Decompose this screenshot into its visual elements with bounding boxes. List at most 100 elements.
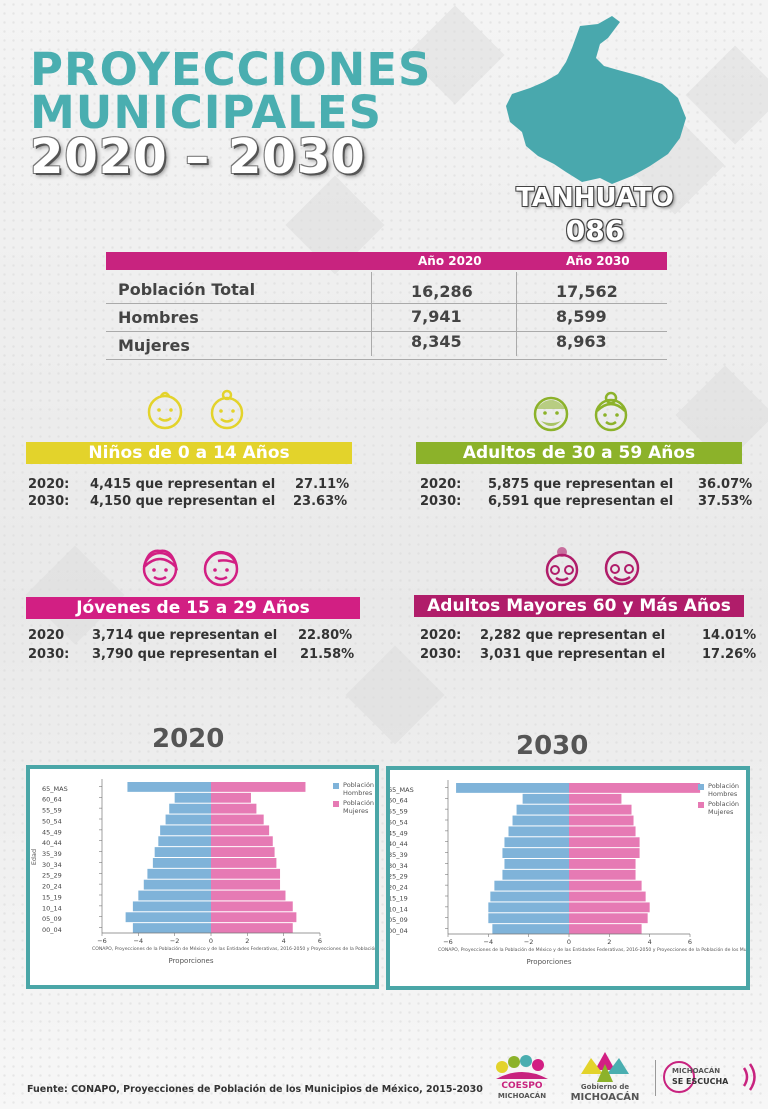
bar-hombres-55_59	[516, 804, 569, 815]
children-2020-pct: 27.11%	[295, 477, 350, 492]
bar-hombres-00_04	[132, 923, 211, 933]
bar-mujeres-15_19	[211, 890, 286, 901]
bar-mujeres-40_44	[569, 837, 640, 848]
bar-mujeres-60_64	[569, 793, 622, 804]
x-tick-label: −4	[484, 938, 494, 946]
legend-title-2: Población	[708, 800, 739, 808]
population-table: Año 2020 Año 2030 Población Total 16,286…	[106, 252, 667, 360]
legend-label-hombres: Hombres	[343, 789, 373, 797]
legend-label-hombres: Hombres	[708, 790, 738, 798]
legend-swatch-mujeres	[698, 802, 704, 808]
bar-mujeres-20_24	[211, 879, 281, 890]
bar-mujeres-45_49	[569, 826, 636, 837]
legend-swatch-mujeres	[333, 801, 339, 807]
children-2030-pct: 23.63%	[293, 494, 348, 509]
tick-label-30_34: 30_34	[42, 861, 62, 869]
bar-hombres-10_14	[132, 901, 211, 912]
bar-hombres-50_54	[512, 815, 569, 826]
tick-label-65_MAS: 65_MAS	[42, 785, 68, 793]
tick-label-10_14: 10_14	[42, 904, 62, 912]
bar-hombres-40_44	[158, 836, 211, 847]
adult-woman-icon	[594, 391, 628, 432]
tick-label-20_24: 20_24	[390, 884, 408, 892]
row-label: Población Total	[118, 280, 256, 299]
x-tick-label: −2	[524, 938, 534, 946]
bar-hombres-45_49	[160, 825, 211, 836]
gobierno-logo-line1: Gobierno de	[580, 1083, 630, 1091]
x-tick-label: 2	[245, 937, 249, 945]
bar-hombres-30_34	[152, 858, 211, 868]
elderly-woman-icon	[545, 547, 579, 587]
youth-2020-text: 3,714 que representan el	[92, 628, 278, 643]
row-label: Mujeres	[118, 336, 190, 355]
legend-swatch-hombres	[698, 784, 704, 790]
bar-mujeres-15_19	[569, 891, 646, 902]
table-row: Hombres 7,941 8,599	[106, 304, 667, 332]
elderly-2030-text: 3,031 que representan el	[480, 647, 666, 662]
bar-mujeres-25_29	[211, 868, 281, 879]
legend-title-2: Población	[343, 799, 374, 807]
municipality-name: TANHUATO	[516, 183, 674, 213]
x-tick-label: 6	[318, 937, 322, 945]
tick-label-45_49: 45_49	[42, 828, 62, 836]
legend-label-mujeres: Mujeres	[708, 808, 734, 816]
tick-label-40_44: 40_44	[42, 839, 62, 847]
children-2020-year: 2020:	[28, 477, 70, 492]
bar-hombres-05_09	[488, 913, 569, 924]
legend-label-mujeres: Mujeres	[343, 807, 369, 815]
x-tick-label: −6	[97, 937, 107, 945]
bar-hombres-45_49	[508, 826, 569, 837]
youth-2020-year: 2020	[28, 628, 65, 643]
municipality-map-icon	[506, 16, 686, 184]
band-children: Niños de 0 a 14 Años	[26, 442, 352, 464]
tick-label-25_29: 25_29	[42, 872, 62, 880]
bar-mujeres-65_MAS	[569, 783, 701, 793]
bar-hombres-20_24	[143, 879, 211, 890]
adults-2020-pct: 36.07%	[698, 477, 753, 492]
bar-mujeres-55_59	[211, 803, 257, 814]
bar-hombres-50_54	[165, 814, 211, 825]
title-line-1: PROYECCIONES	[30, 43, 432, 96]
bar-mujeres-50_54	[211, 814, 264, 825]
tick-label-65_MAS: 65_MAS	[390, 786, 414, 794]
title-years: 2020 – 2030	[30, 129, 366, 185]
value-2030: 8,599	[556, 307, 607, 326]
bar-hombres-15_19	[490, 891, 569, 902]
tick-label-55_59: 55_59	[390, 808, 408, 816]
se-escucha-line2: SE ESCUCHA	[672, 1077, 729, 1086]
se-escucha-line1: MICHOACÁN	[672, 1067, 721, 1075]
municipality-code: 086	[565, 214, 625, 247]
bar-hombres-10_14	[488, 902, 569, 913]
bar-hombres-15_19	[138, 890, 211, 901]
baby-girl-icon	[210, 389, 244, 430]
elderly-2020-pct: 14.01%	[702, 628, 757, 643]
legend-title: Población	[343, 781, 374, 789]
bar-mujeres-00_04	[569, 924, 642, 934]
tick-label-25_29: 25_29	[390, 873, 408, 881]
tick-label-15_19: 15_19	[390, 894, 408, 902]
title-line-2: MUNICIPALES	[30, 86, 382, 139]
children-2020-text: 4,415 que representan el	[90, 477, 276, 492]
value-2020: 8,345	[411, 332, 462, 351]
x-tick-label: 0	[209, 937, 213, 945]
adults-2020-text: 5,875 que representan el	[488, 477, 674, 492]
bar-hombres-65_MAS	[456, 783, 569, 793]
adults-2020-year: 2020:	[420, 477, 462, 492]
bar-hombres-65_MAS	[127, 782, 211, 792]
tick-label-60_64: 60_64	[42, 796, 62, 804]
bar-hombres-35_39	[154, 847, 211, 857]
bar-mujeres-30_34	[569, 859, 636, 869]
chart-year-2030: 2030	[516, 731, 589, 761]
x-tick-label: 4	[282, 937, 286, 945]
adults-2030-text: 6,591 que representan el	[488, 494, 674, 509]
elderly-2030-year: 2030:	[420, 647, 462, 662]
tick-label-00_04: 00_04	[390, 927, 408, 935]
tick-label-60_64: 60_64	[390, 797, 408, 805]
tick-label-40_44: 40_44	[390, 840, 408, 848]
column-2030: Año 2030	[566, 254, 630, 268]
bar-mujeres-35_39	[211, 847, 275, 857]
youth-2030-year: 2030:	[28, 647, 70, 662]
chart-source-note: CONAPO, Proyecciones de la Población de …	[92, 945, 375, 952]
x-axis-label: Proporciones	[168, 957, 213, 965]
table-row: Población Total 16,286 17,562	[106, 276, 667, 304]
